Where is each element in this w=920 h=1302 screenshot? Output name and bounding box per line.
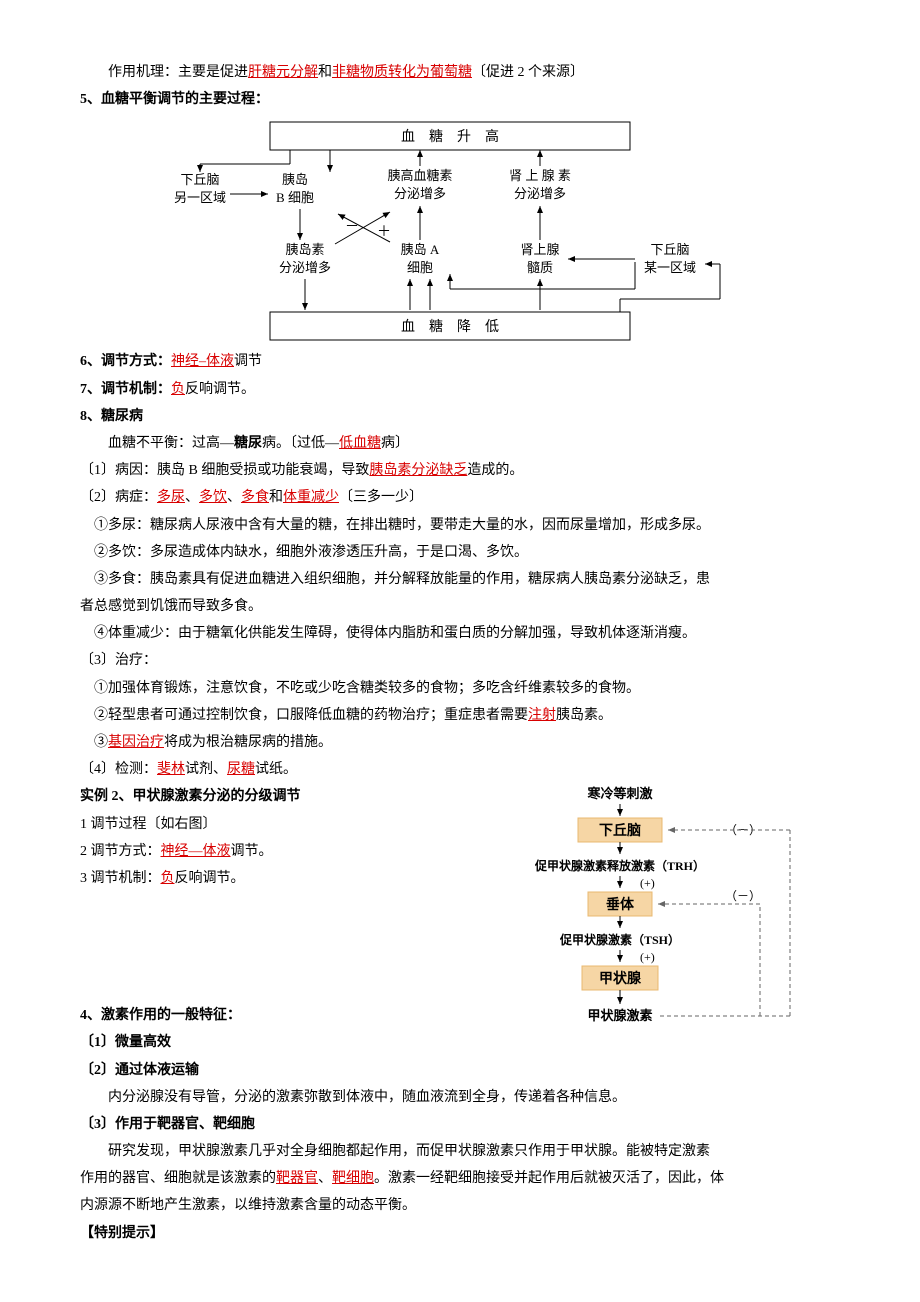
ex2-title: 实例 2、甲状腺激素分泌的分级调节 — [80, 784, 500, 809]
s8-t4: 〔4〕检测：斐林试剂、尿糖试纸。 — [80, 757, 840, 782]
svg-text:垂体: 垂体 — [606, 896, 635, 913]
s8-d2: ②多饮：多尿造成体内缺水，细胞外液渗透压升高，于是口渴、多饮。 — [80, 540, 840, 565]
s8-treat-head: 〔3〕治疗： — [80, 648, 840, 673]
svg-text:下丘脑: 下丘脑 — [180, 172, 219, 187]
s4b-p3b: 作用的器官、细胞就是该激素的靶器官、靶细胞。激素一经靶细胞接受并起作用后就被灭活… — [80, 1166, 840, 1191]
svg-text:胰岛 A: 胰岛 A — [401, 242, 440, 257]
s8-t2: ②轻型患者可通过控制饮食，口服降低血糖的药物治疗；重症患者需要注射胰岛素。 — [80, 703, 840, 728]
s4b-title: 4、激素作用的一般特征： — [80, 1003, 500, 1028]
svg-text:胰高血糖素: 胰高血糖素 — [387, 168, 452, 183]
svg-text:促甲状腺激素（TSH）: 促甲状腺激素（TSH） — [559, 932, 680, 947]
svg-text:胰岛: 胰岛 — [282, 172, 308, 187]
svg-text:另一区域: 另一区域 — [174, 190, 226, 205]
svg-text:下丘脑: 下丘脑 — [650, 242, 689, 257]
s7-title: 7、调节机制： — [80, 382, 171, 397]
s6-tail: 调节 — [234, 354, 262, 369]
section-8-title: 8、糖尿病 — [80, 404, 840, 429]
special-tip: 【特别提示】 — [80, 1221, 840, 1246]
s4b-p3c: 内源源不断地产生激素，以维持激素含量的动态平衡。 — [80, 1193, 840, 1218]
svg-text:细胞: 细胞 — [407, 260, 433, 275]
svg-text:（－）: （－） — [725, 889, 761, 903]
s4b-p2: 〔2〕通过体液运输 — [80, 1058, 500, 1083]
intro-mid: 和 — [318, 65, 332, 80]
s8-symptom: 〔2〕病症：多尿、多饮、多食和体重减少〔三多一少〕 — [80, 485, 840, 510]
s4b-p2d: 内分泌腺没有导管，分泌的激素弥散到体液中，随血液流到全身，传递着各种信息。 — [80, 1085, 840, 1110]
intro-red1: 肝糖元分解 — [248, 65, 318, 80]
s4b-p1: 〔1〕微量高效 — [80, 1030, 500, 1055]
s8-d1: ①多尿：糖尿病人尿液中含有大量的糖，在排出糖时，要带走大量的水，因而尿量增加，形… — [80, 513, 840, 538]
intro-pre: 作用机理：主要是促进 — [108, 65, 248, 80]
svg-text:－: － — [345, 220, 359, 235]
svg-text:某一区域: 某一区域 — [644, 260, 696, 275]
svg-text:(+): (+) — [640, 876, 655, 890]
svg-text:分泌增多: 分泌增多 — [514, 186, 566, 201]
thyroid-diagram: 寒冷等刺激 下丘脑 促甲状腺激素释放激素（TRH） (+) 垂体 促甲状腺激素（… — [500, 784, 840, 1074]
s7-tail: 反响调节。 — [185, 382, 255, 397]
s6-red: 神经–体液 — [171, 354, 234, 369]
svg-text:髓质: 髓质 — [527, 260, 553, 275]
section-5-title: 5、血糖平衡调节的主要过程： — [80, 87, 840, 112]
svg-text:甲状腺激素: 甲状腺激素 — [587, 1008, 652, 1023]
top-box-text: 血 糖 升 高 — [401, 128, 499, 145]
intro-red2: 非糖物质转化为葡萄糖 — [332, 65, 472, 80]
svg-text:胰岛素: 胰岛素 — [285, 242, 324, 257]
svg-text:肾 上 腺 素: 肾 上 腺 素 — [509, 168, 571, 183]
s8-d3a: ③多食：胰岛素具有促进血糖进入组织细胞，并分解释放能量的作用，糖尿病人胰岛素分泌… — [80, 567, 840, 592]
s8-t1: ①加强体育锻炼，注意饮食，不吃或少吃含糖类较多的食物；多吃含纤维素较多的食物。 — [80, 676, 840, 701]
s8-t3: ③基因治疗将成为根治糖尿病的措施。 — [80, 730, 840, 755]
svg-text:促甲状腺激素释放激素（TRH）: 促甲状腺激素释放激素（TRH） — [534, 858, 705, 873]
svg-text:甲状腺: 甲状腺 — [599, 970, 642, 987]
ex2-l1: 1 调节过程〔如右图〕 — [80, 812, 500, 837]
svg-text:分泌增多: 分泌增多 — [394, 186, 446, 201]
svg-text:(+): (+) — [640, 950, 655, 964]
s8-d4: ④体重减少：由于糖氧化供能发生障碍，使得体内脂肪和蛋白质的分解加强，导致机体逐渐… — [80, 621, 840, 646]
svg-text:下丘脑: 下丘脑 — [599, 822, 641, 839]
svg-text:＋: ＋ — [377, 225, 391, 240]
section-6: 6、调节方式：神经–体液调节 — [80, 349, 840, 374]
ex2-l3: 3 调节机制：负反响调节。 — [80, 866, 500, 891]
svg-text:寒冷等刺激: 寒冷等刺激 — [586, 786, 653, 801]
svg-text:B 细胞: B 细胞 — [276, 190, 314, 205]
svg-text:肾上腺: 肾上腺 — [520, 242, 559, 257]
s8-d3b: 者总感觉到饥饿而导致多食。 — [80, 594, 840, 619]
s4b-p3a: 研究发现，甲状腺激素几乎对全身细胞都起作用，而促甲状腺激素只作用于甲状腺。能被特… — [80, 1139, 840, 1164]
intro-tail: 〔促进 2 个来源〕 — [472, 65, 584, 80]
s4b-p3: 〔3〕作用于靶器官、靶细胞 — [80, 1112, 840, 1137]
intro-line: 作用机理：主要是促进肝糖元分解和非糖物质转化为葡萄糖〔促进 2 个来源〕 — [80, 60, 840, 85]
s7-red: 负 — [171, 382, 185, 397]
section-7: 7、调节机制：负反响调节。 — [80, 377, 840, 402]
ex2-l2: 2 调节方式：神经—体液调节。 — [80, 839, 500, 864]
s6-title: 6、调节方式： — [80, 354, 171, 369]
s8-cause: 〔1〕病因：胰岛 B 细胞受损或功能衰竭，导致胰岛素分泌缺乏造成的。 — [80, 458, 840, 483]
bottom-box-text: 血 糖 降 低 — [401, 319, 499, 335]
svg-text:分泌增多: 分泌增多 — [279, 260, 331, 275]
blood-sugar-diagram: 血 糖 升 高 血 糖 降 低 下丘脑 另一区域 胰岛 B 细胞 胰高血糖素 分… — [140, 114, 780, 349]
s8-line1: 血糖不平衡：过高—糖尿病。〔过低—低血糖病〕 — [80, 431, 840, 456]
